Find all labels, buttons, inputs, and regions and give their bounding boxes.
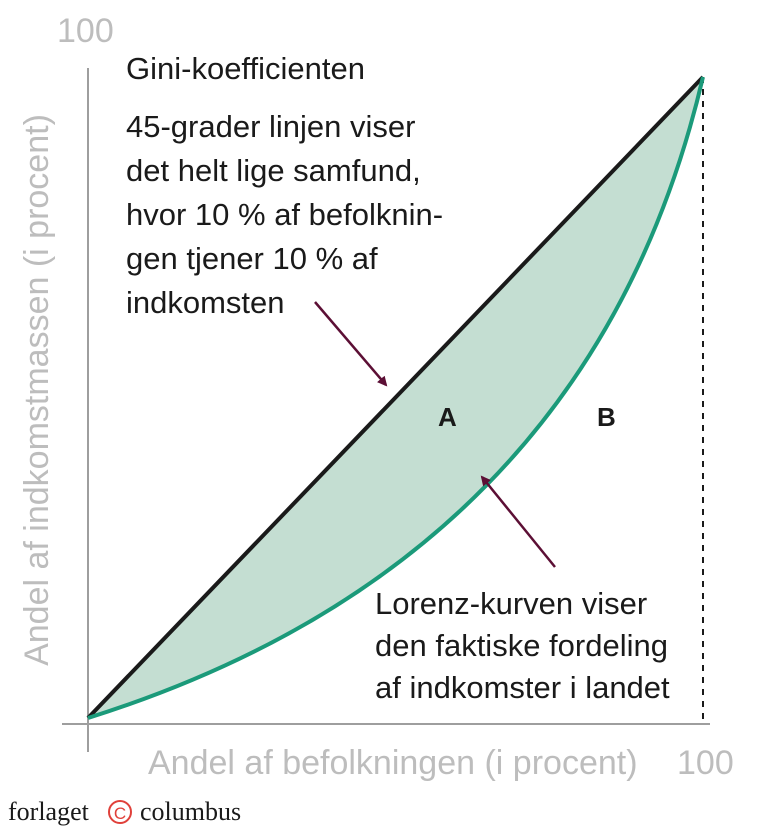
x-axis-label: Andel af befolkningen (i procent): [148, 744, 638, 782]
lorenz-note-line-2: den faktiske fordeling: [375, 628, 668, 663]
region-a-label: A: [438, 402, 457, 432]
y-axis-max-label: 100: [57, 12, 114, 50]
diagram-title: Gini-koefficienten: [126, 51, 365, 86]
equality-note-line-3: hvor 10 % af befolknin-: [126, 197, 443, 232]
lorenz-arrow: [480, 475, 556, 568]
equality-note-line-4: gen tjener 10 % af: [126, 241, 378, 276]
lorenz-curve: [87, 76, 705, 720]
publisher-name-left: forlaget: [8, 797, 90, 826]
copyright-logo-icon: C: [108, 800, 132, 824]
equality-note-line-5: indkomsten: [126, 285, 285, 320]
copyright-logo-letter: C: [114, 804, 126, 823]
region-b-label: B: [597, 402, 616, 432]
x-axis-max-label: 100: [677, 744, 734, 782]
equality-line: [86, 75, 705, 720]
lorenz-note-line-3: af indkomster i landet: [375, 670, 670, 705]
y-axis-label: Andel af indkomstmassen (i procent): [18, 114, 56, 666]
lorenz-note-line-1: Lorenz-kurven viser: [375, 586, 647, 621]
equality-arrow: [314, 301, 388, 387]
publisher-name-right: columbus: [140, 797, 241, 826]
equality-note-line-1: 45-grader linjen viser: [126, 109, 415, 144]
equality-note-line-2: det helt lige samfund,: [126, 153, 421, 188]
